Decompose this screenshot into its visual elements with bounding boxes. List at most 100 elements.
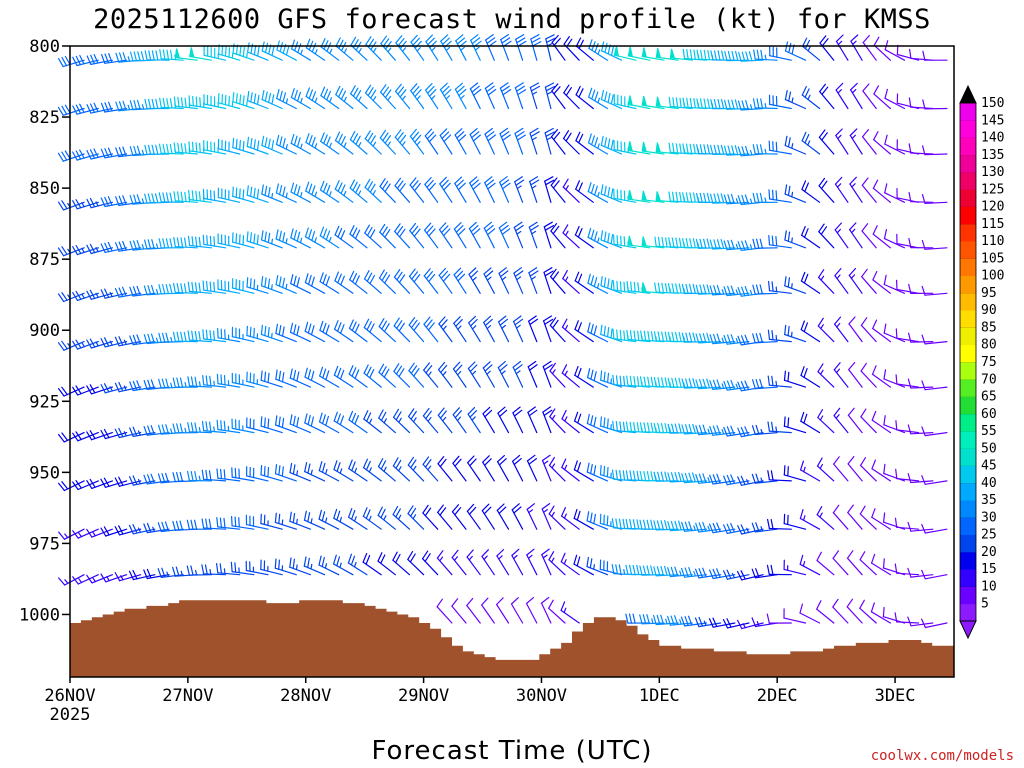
barb-full: [674, 566, 679, 577]
wind-barb: [246, 371, 269, 388]
wind-barb: [574, 366, 594, 388]
barb-full: [114, 571, 121, 582]
barb-half: [835, 368, 841, 374]
barb-full: [129, 100, 134, 111]
barb-half: [551, 414, 556, 420]
barb-half: [802, 560, 806, 567]
wind-barb: [600, 230, 623, 249]
barb-full: [625, 564, 629, 576]
wind-barb: [667, 566, 693, 578]
wind-barb: [86, 574, 114, 584]
barb-full: [740, 524, 746, 534]
barb-full: [118, 381, 124, 392]
barb-full: [727, 240, 732, 250]
colorbar-label: 130: [981, 165, 1004, 180]
barb-full: [396, 320, 403, 329]
barb-full: [440, 364, 448, 373]
wind-barb: [498, 315, 510, 343]
barb-full: [57, 342, 65, 351]
barb-full: [384, 183, 391, 193]
barb-full: [526, 503, 536, 510]
barb-full: [172, 377, 176, 388]
barb-full: [86, 431, 93, 441]
barb-full: [759, 378, 764, 389]
wind-barb: [549, 317, 566, 343]
colorbar-label: 40: [981, 476, 997, 491]
barb-full: [632, 613, 636, 624]
barb-full: [220, 420, 223, 431]
wind-barb: [575, 85, 594, 110]
barb-full: [734, 145, 739, 156]
wind-barb: [737, 426, 764, 438]
wind-barb: [260, 513, 283, 530]
wind-barb: [627, 95, 651, 110]
wind-barb: [872, 225, 892, 249]
barb-half: [329, 48, 333, 55]
wind-barb: [625, 421, 651, 434]
wind-barb: [574, 271, 594, 294]
barb-full: [727, 99, 732, 110]
wind-barb: [526, 503, 538, 530]
barb-full: [820, 226, 828, 235]
wind-barb: [246, 417, 269, 434]
barb-full: [303, 510, 307, 521]
barb-full: [165, 472, 169, 483]
barb-full: [699, 98, 703, 109]
barb-full: [399, 89, 407, 98]
barb-full: [253, 139, 256, 150]
barb-full: [471, 85, 480, 93]
wind-barb: [921, 523, 948, 534]
barb-full: [246, 136, 250, 148]
wind-barb: [723, 379, 750, 391]
barb-full: [664, 422, 668, 434]
barb-half: [314, 191, 318, 198]
colorbar-swatch: [960, 189, 976, 207]
barb-full: [752, 333, 756, 344]
barb-half: [213, 380, 215, 387]
barb-staff: [896, 383, 920, 388]
barb-half: [325, 468, 328, 475]
barb-staff: [525, 602, 538, 624]
wind-barb: [543, 267, 554, 294]
barb-full: [296, 277, 300, 288]
wind-barb: [483, 315, 495, 343]
wind-barb: [860, 408, 877, 434]
barb-full: [321, 511, 326, 522]
wind-barb: [695, 424, 722, 436]
barb-full: [290, 133, 295, 144]
barb-staff: [816, 559, 835, 576]
barb-full: [366, 366, 372, 377]
barb-full: [378, 269, 385, 279]
wind-barb: [320, 86, 340, 110]
barb-half: [516, 230, 522, 235]
barb-full: [709, 474, 714, 485]
barb-full: [695, 333, 700, 344]
wind-barb: [768, 235, 792, 249]
wind-barb: [86, 338, 114, 349]
wind-barb: [766, 613, 792, 624]
barb-full: [86, 150, 92, 160]
barb-full: [246, 325, 248, 337]
barb-full: [246, 90, 250, 102]
wind-barb: [290, 133, 311, 155]
barb-full: [61, 292, 68, 301]
barb-full: [352, 227, 358, 237]
barb-full: [515, 179, 525, 186]
wind-barb: [511, 454, 524, 482]
barb-half: [137, 430, 141, 436]
barb-full: [473, 88, 482, 96]
barb-full: [289, 462, 293, 474]
wind-barb: [173, 96, 198, 110]
barb-full: [205, 518, 208, 529]
barb-full: [599, 464, 602, 476]
barb-full: [513, 458, 522, 466]
barb-full: [716, 568, 721, 578]
barb-full: [895, 468, 898, 480]
barb-half: [416, 95, 421, 101]
wind-barb: [514, 82, 527, 110]
barb-full: [425, 271, 433, 280]
barb-full: [692, 238, 696, 249]
barb-full: [234, 562, 237, 573]
barb-half: [246, 52, 248, 59]
barb-full: [93, 53, 99, 64]
